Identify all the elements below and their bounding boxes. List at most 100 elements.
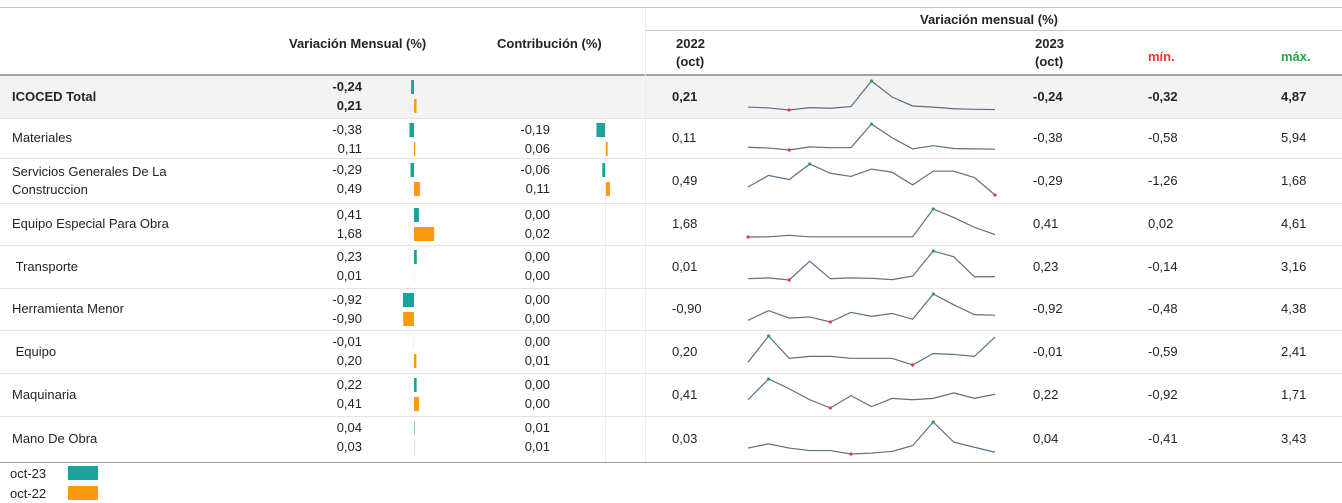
sparkline — [748, 336, 995, 365]
variation-bar — [403, 293, 414, 307]
value-max: 4,87 — [1281, 88, 1306, 106]
contribution-label: -0,06 — [520, 161, 550, 179]
variation-label: 0,01 — [337, 267, 362, 285]
value-2022: 0,49 — [672, 172, 697, 190]
sparkline-max — [932, 292, 935, 295]
value-min: -0,14 — [1148, 258, 1178, 276]
sparkline-max — [932, 249, 935, 252]
row-name: Maquinaria — [12, 373, 202, 416]
contribution-label: 0,02 — [525, 225, 550, 243]
row-name: Transporte — [12, 245, 202, 288]
value-2022: 0,41 — [672, 386, 697, 404]
contribution-label: 0,06 — [525, 140, 550, 158]
legend-swatch — [68, 486, 98, 500]
contribution-label: 0,00 — [525, 206, 550, 224]
sparkline-max — [870, 79, 873, 82]
sparkline — [748, 164, 995, 195]
contribution-label: 0,00 — [525, 267, 550, 285]
value-2022: 0,20 — [672, 343, 697, 361]
value-2023: 0,23 — [1033, 258, 1058, 276]
variation-label: 0,11 — [338, 140, 362, 158]
contribution-label: 0,00 — [525, 376, 550, 394]
contribution-label: 0,00 — [525, 333, 550, 351]
variation-label: 0,23 — [337, 248, 362, 266]
value-max: 3,43 — [1281, 430, 1306, 448]
sparkline — [748, 124, 995, 150]
value-max: 3,16 — [1281, 258, 1306, 276]
column-header: máx. — [1281, 48, 1311, 66]
value-min: -0,59 — [1148, 343, 1178, 361]
value-min: -0,32 — [1148, 88, 1178, 106]
value-min: -0,48 — [1148, 300, 1178, 318]
value-max: 1,68 — [1281, 172, 1306, 190]
sparkline-max — [932, 207, 935, 210]
variation-bar — [411, 163, 414, 177]
contribution-label: 0,00 — [525, 291, 550, 309]
variation-label: 0,04 — [337, 419, 362, 437]
sparkline-max — [808, 162, 811, 165]
column-header: (oct) — [676, 53, 704, 71]
variation-bar — [414, 182, 420, 196]
variation-bar — [414, 142, 415, 156]
sparkline-max — [767, 377, 770, 380]
value-2023: 0,04 — [1033, 430, 1058, 448]
value-max: 4,61 — [1281, 215, 1306, 233]
value-2023: -0,38 — [1033, 129, 1063, 147]
sparkline — [748, 422, 995, 454]
column-header: Contribución (%) — [497, 35, 602, 53]
column-header: mín. — [1148, 48, 1175, 66]
value-min: -1,26 — [1148, 172, 1178, 190]
variation-bar — [414, 227, 434, 241]
variation-bar — [414, 99, 417, 113]
value-2023: -0,92 — [1033, 300, 1063, 318]
column-header: 2022 — [676, 35, 705, 53]
variation-label: -0,90 — [332, 310, 362, 328]
value-2023: 0,22 — [1033, 386, 1058, 404]
value-max: 4,38 — [1281, 300, 1306, 318]
value-max: 5,94 — [1281, 129, 1306, 147]
contribution-bar — [596, 123, 605, 137]
column-header: Variación Mensual (%) — [289, 35, 426, 53]
variation-label: -0,92 — [332, 291, 362, 309]
value-min: 0,02 — [1148, 215, 1173, 233]
contribution-label: 0,01 — [525, 419, 550, 437]
sparkline-min — [993, 193, 996, 196]
value-2022: -0,90 — [672, 300, 702, 318]
row-name: Herramienta Menor — [12, 288, 202, 330]
variation-label: 0,41 — [337, 395, 362, 413]
variation-label: -0,01 — [332, 333, 362, 351]
contribution-bar — [602, 163, 605, 177]
variation-label: -0,29 — [332, 161, 362, 179]
row-name: Servicios Generales De La Construccion — [12, 158, 202, 203]
variation-bar — [411, 80, 414, 94]
variation-bar — [414, 250, 417, 264]
variation-bar — [414, 378, 417, 392]
variation-label: 0,49 — [337, 180, 362, 198]
variation-label: 1,68 — [337, 225, 362, 243]
contribution-label: 0,01 — [525, 438, 550, 456]
row-name: Equipo Especial Para Obra — [12, 203, 202, 245]
sparkline — [748, 379, 995, 408]
sparkline-min — [746, 235, 749, 238]
column-header: 2023 — [1035, 35, 1064, 53]
sparkline-min — [911, 363, 914, 366]
variation-bar — [414, 397, 419, 411]
variation-bar — [414, 354, 416, 368]
variation-label: 0,41 — [337, 206, 362, 224]
value-2023: -0,24 — [1033, 88, 1063, 106]
variation-bar — [414, 208, 419, 222]
value-2022: 0,21 — [672, 88, 697, 106]
variation-label: 0,21 — [337, 97, 362, 115]
row-name: Materiales — [12, 118, 202, 158]
variation-bar — [403, 312, 414, 326]
legend-label: oct-22 — [10, 485, 46, 503]
variation-label: 0,20 — [337, 352, 362, 370]
value-2022: 0,11 — [672, 129, 696, 147]
row-name: ICOCED Total — [12, 75, 202, 118]
variation-label: -0,38 — [332, 121, 362, 139]
column-header: (oct) — [1035, 53, 1063, 71]
sparkline-min — [829, 406, 832, 409]
sparkline-min — [788, 278, 791, 281]
row-name: Mano De Obra — [12, 416, 202, 462]
